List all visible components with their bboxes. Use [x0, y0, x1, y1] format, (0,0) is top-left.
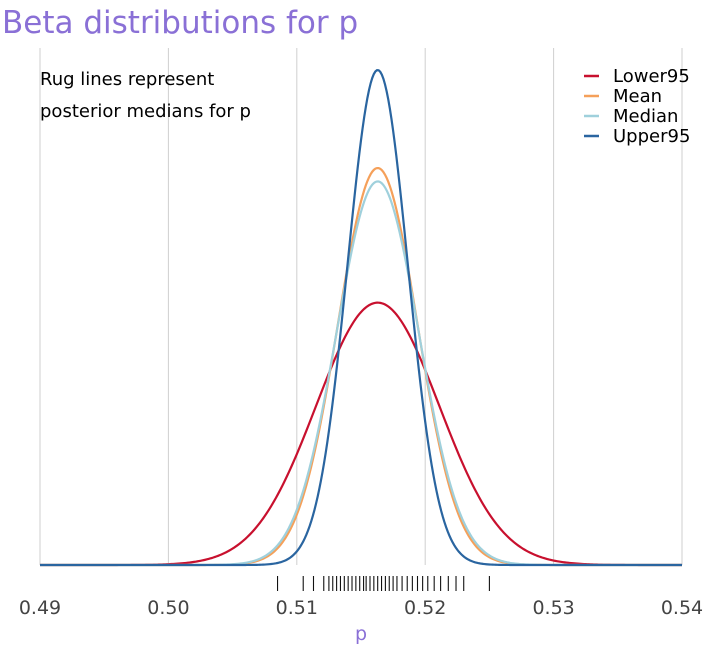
- density-curves: [40, 68, 682, 567]
- x-tick-label: 0.52: [404, 597, 446, 619]
- x-tick-label: 0.53: [532, 597, 574, 619]
- x-axis-ticks: 0.49 0.50 0.51 0.52 0.53 0.54: [19, 597, 703, 619]
- vertical-gridlines: [39, 48, 683, 565]
- x-tick-label: 0.54: [661, 597, 703, 619]
- chart-title: Beta distributions for p: [2, 5, 358, 41]
- annotation-line-1: Rug lines represent: [40, 69, 214, 90]
- legend-label: Upper95: [613, 126, 690, 147]
- x-axis-label: p: [355, 623, 367, 645]
- annotation-line-2: posterior medians for p: [40, 101, 251, 122]
- series-line-median: [40, 180, 682, 567]
- legend-label: Lower95: [613, 66, 690, 87]
- series-line-upper95: [40, 68, 682, 567]
- legend-label: Mean: [613, 86, 662, 107]
- x-tick-label: 0.51: [276, 597, 318, 619]
- x-tick-label: 0.49: [19, 597, 61, 619]
- series-line-mean: [40, 166, 682, 567]
- rug-lines: [276, 576, 490, 591]
- series-line-lower95: [40, 301, 682, 567]
- x-tick-label: 0.50: [147, 597, 189, 619]
- legend-label: Median: [613, 106, 678, 127]
